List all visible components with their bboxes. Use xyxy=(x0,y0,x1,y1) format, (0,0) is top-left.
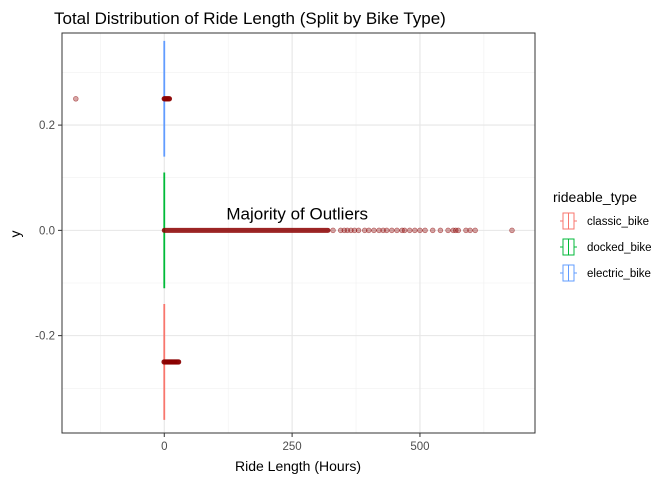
legend-title: rideable_type xyxy=(553,189,637,205)
outlier-point xyxy=(445,227,451,234)
outlier-point xyxy=(455,227,461,234)
legend-label-electric_bike: electric_bike xyxy=(587,268,651,280)
plot-border xyxy=(61,32,536,434)
annotation-majority-outliers: Majority of Outliers xyxy=(226,205,368,224)
outlier-point xyxy=(384,227,390,234)
outlier-point xyxy=(467,227,473,234)
chart-marks xyxy=(73,40,515,420)
x-tick-label: 500 xyxy=(410,441,429,453)
chart-title: Total Distribution of Ride Length (Split… xyxy=(54,9,446,28)
outlier-point xyxy=(389,227,395,234)
outlier-point xyxy=(73,96,79,102)
x-tick-label: 250 xyxy=(283,441,302,453)
legend-label-docked_bike: docked_bike xyxy=(587,242,652,254)
x-axis: 0 250 500 xyxy=(161,433,430,453)
x-tick-label: 0 xyxy=(161,441,167,453)
legend-item-electric_bike: electric_bike xyxy=(560,264,651,282)
outlier-point xyxy=(463,227,469,234)
outlier-point xyxy=(366,227,372,234)
outlier-point xyxy=(394,227,400,234)
outlier-point xyxy=(371,227,377,234)
outlier-point xyxy=(412,227,418,234)
outlier-point xyxy=(175,359,182,365)
outlier-point xyxy=(430,227,436,234)
outlier-point xyxy=(417,227,423,234)
outlier-point xyxy=(422,227,428,234)
boxplot-docked_bike xyxy=(161,172,515,289)
x-axis-title: Ride Length (Hours) xyxy=(235,458,361,474)
outlier-point xyxy=(509,227,515,234)
legend: rideable_type classic_bike docked_bikeele… xyxy=(553,189,652,282)
outlier-point xyxy=(362,227,368,234)
outlier-point xyxy=(355,227,362,234)
y-axis-title: y xyxy=(7,231,23,238)
y-tick-label: 0.0 xyxy=(39,225,55,237)
plot-area xyxy=(61,32,536,434)
outlier-point xyxy=(472,227,478,234)
y-tick-label: 0.2 xyxy=(39,120,55,132)
y-tick-label: -0.2 xyxy=(35,331,55,343)
outlier-point xyxy=(351,227,358,234)
outlier-point xyxy=(166,96,173,102)
outlier-point xyxy=(376,227,382,234)
boxplot-classic_bike xyxy=(161,304,182,420)
legend-item-classic_bike: classic_bike xyxy=(560,212,649,230)
plot-background xyxy=(62,33,535,433)
boxplot-electric_bike xyxy=(73,40,173,157)
outlier-point xyxy=(407,227,413,234)
outlier-point xyxy=(330,227,336,234)
outlier-point xyxy=(437,227,444,234)
legend-label-classic_bike: classic_bike xyxy=(587,216,649,228)
y-axis: -0.2 0.0 0.2 xyxy=(35,120,62,343)
outlier-point xyxy=(401,227,408,234)
legend-item-docked_bike: docked_bike xyxy=(560,238,652,256)
